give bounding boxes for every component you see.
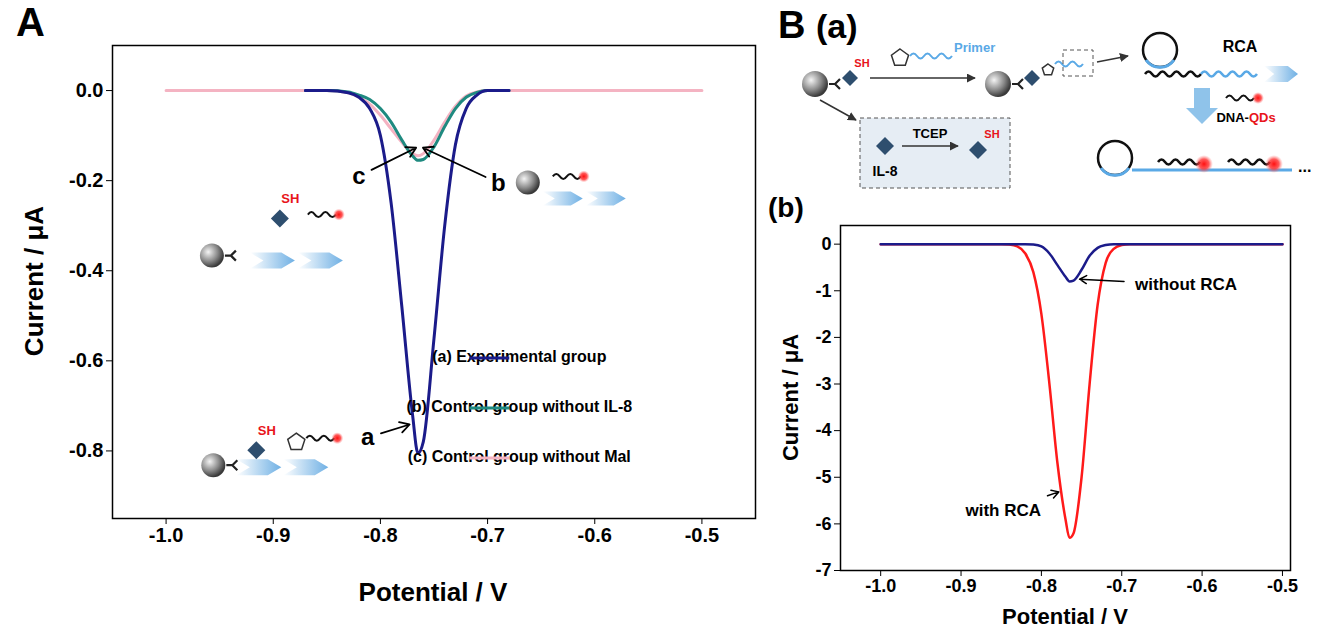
html-text:Current / μA: Current / μA: [19, 205, 49, 357]
svg-text:(b) Control group without IL-8: (b) Control group without IL-8: [406, 398, 632, 415]
svg-text:SH: SH: [281, 191, 299, 206]
svg-text:-1.0: -1.0: [865, 576, 896, 596]
svg-text:Primer: Primer: [954, 40, 995, 55]
svg-text:-0.6: -0.6: [578, 524, 612, 546]
svg-text:-0.6: -0.6: [69, 349, 103, 371]
svg-text:IL-8: IL-8: [873, 163, 898, 179]
html-text:Current / μA: Current / μA: [777, 333, 803, 461]
svg-text:-0.7: -0.7: [470, 524, 504, 546]
svg-text:-0.2: -0.2: [69, 169, 103, 191]
html-text:A: A: [16, 0, 45, 44]
svg-text:-3: -3: [815, 374, 831, 394]
svg-text:...: ...: [1298, 158, 1311, 175]
svg-text:a: a: [361, 423, 375, 450]
svg-text:SH: SH: [854, 57, 869, 69]
svg-text:-0.4: -0.4: [69, 259, 104, 281]
svg-text:-1.0: -1.0: [149, 524, 183, 546]
svg-text:c: c: [352, 162, 365, 189]
svg-text:TCEP: TCEP: [913, 126, 948, 141]
svg-text:RCA: RCA: [1223, 38, 1258, 55]
svg-text:b: b: [491, 169, 506, 196]
svg-text:-0.8: -0.8: [1026, 576, 1057, 596]
svg-text:-6: -6: [815, 514, 831, 534]
svg-text:-1: -1: [815, 281, 831, 301]
svg-text:-0.9: -0.9: [256, 524, 290, 546]
svg-text:B: B: [778, 4, 805, 46]
svg-text:-5: -5: [815, 467, 831, 487]
svg-text:(a): (a): [816, 7, 858, 45]
svg-text:SH: SH: [258, 423, 276, 438]
svg-text:(c) Control group without Mal: (c) Control group without Mal: [408, 448, 631, 465]
svg-text:-0.5: -0.5: [1267, 576, 1298, 596]
svg-text:-0.6: -0.6: [1187, 576, 1218, 596]
svg-text:-0.5: -0.5: [685, 524, 719, 546]
svg-text:0.0: 0.0: [76, 79, 104, 101]
svg-text:0: 0: [821, 234, 831, 254]
svg-text:with RCA: with RCA: [964, 501, 1041, 520]
svg-text:-2: -2: [815, 327, 831, 347]
svg-text:(a) Experimental group: (a) Experimental group: [432, 348, 606, 365]
svg-text:without RCA: without RCA: [1134, 275, 1237, 294]
svg-text:-0.8: -0.8: [363, 524, 397, 546]
svg-text:DNA-QDs: DNA-QDs: [1216, 110, 1275, 125]
svg-text:-0.7: -0.7: [1106, 576, 1137, 596]
html-text:Potential / V: Potential / V: [358, 577, 508, 607]
html-text:Potential / V: Potential / V: [1002, 603, 1128, 629]
svg-text:-4: -4: [815, 420, 831, 440]
svg-text:-0.8: -0.8: [69, 439, 103, 461]
html-text:(b): (b): [768, 192, 804, 223]
svg-text:SH: SH: [984, 128, 999, 140]
svg-text:-0.9: -0.9: [946, 576, 977, 596]
svg-text:-7: -7: [815, 560, 831, 580]
